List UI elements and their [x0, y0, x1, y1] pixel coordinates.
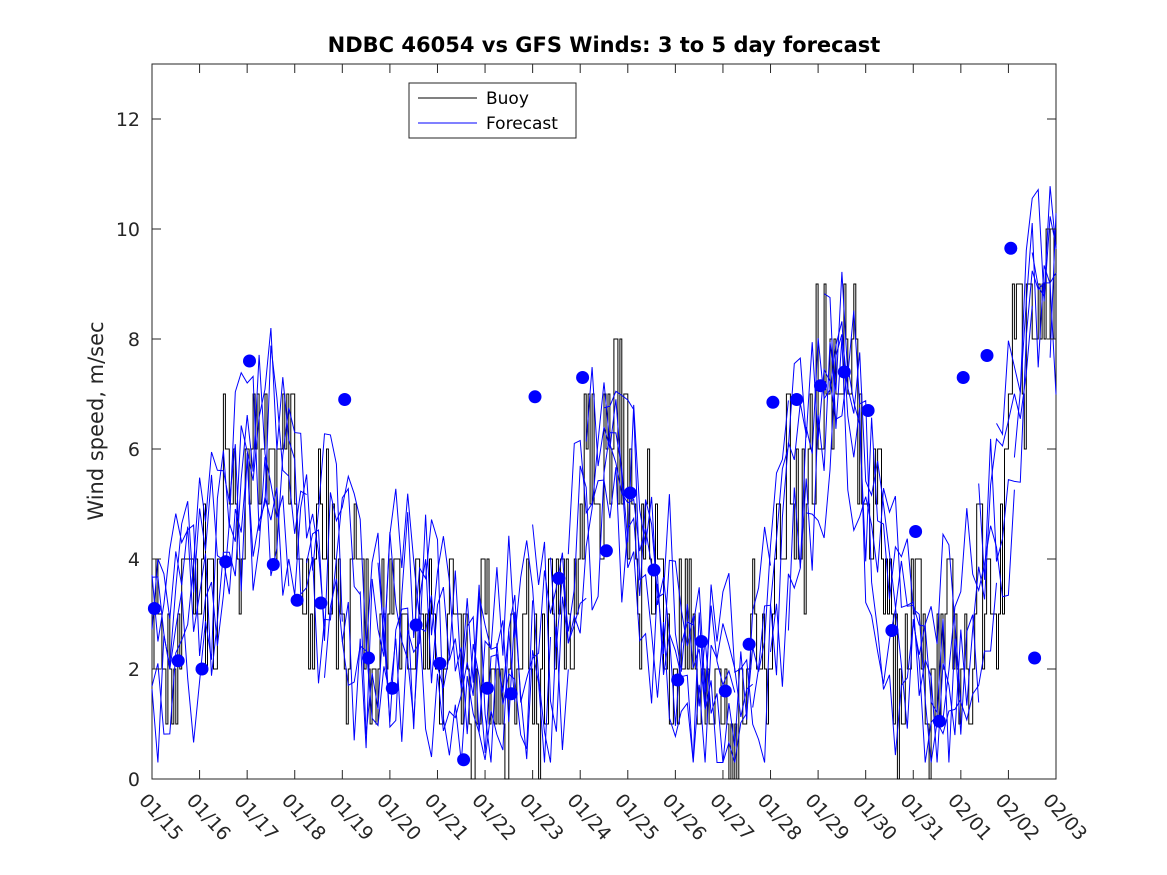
- y-tick-label: 8: [128, 329, 140, 351]
- y-axis-label: Wind speed, m/sec: [84, 321, 108, 520]
- forecast-marker: [362, 651, 375, 665]
- forecast-marker: [885, 624, 899, 637]
- forecast-marker: [1028, 651, 1042, 665]
- legend-box: [408, 82, 577, 139]
- forecast-marker: [528, 390, 542, 404]
- y-tick-label: 4: [128, 549, 140, 571]
- forecast-marker: [219, 555, 233, 569]
- forecast-markers: [147, 241, 1042, 767]
- forecast-marker: [457, 753, 471, 767]
- forecast-marker: [837, 365, 851, 379]
- forecast-marker: [1004, 241, 1018, 255]
- forecast-series: [151, 186, 1057, 763]
- forecast-marker: [171, 654, 185, 668]
- forecast-marker: [433, 657, 447, 670]
- forecast-marker: [980, 349, 994, 362]
- legend-label-forecast: Forecast: [486, 114, 558, 134]
- y-tick-label: 12: [116, 109, 140, 131]
- forecast-marker: [623, 486, 637, 500]
- forecast-marker: [385, 681, 399, 695]
- forecast-marker: [742, 637, 756, 651]
- forecast-marker: [861, 404, 875, 417]
- forecast-run-line: [151, 188, 1057, 763]
- forecast-marker: [409, 618, 423, 632]
- forecast-marker: [266, 558, 280, 571]
- forecast-marker: [290, 593, 304, 607]
- forecast-marker: [766, 395, 780, 409]
- forecast-marker: [552, 571, 566, 585]
- forecast-marker: [195, 662, 209, 676]
- forecast-marker: [671, 673, 685, 687]
- legend: Buoy Forecast: [408, 82, 577, 139]
- forecast-marker: [243, 354, 256, 368]
- forecast-marker: [695, 635, 708, 648]
- forecast-marker: [909, 525, 923, 538]
- y-tick-label: 2: [128, 659, 140, 681]
- forecast-marker: [932, 714, 946, 728]
- forecast-marker: [480, 681, 494, 695]
- forecast-marker: [314, 596, 328, 610]
- chart-title: NDBC 46054 vs GFS Winds: 3 to 5 day fore…: [328, 33, 881, 57]
- forecast-marker: [814, 379, 827, 393]
- forecast-run-line: [151, 186, 1057, 763]
- buoy-line: [152, 228, 1057, 780]
- forecast-marker: [504, 687, 518, 701]
- buoy-series: [152, 228, 1057, 780]
- legend-label-buoy: Buoy: [486, 89, 529, 109]
- forecast-marker: [599, 544, 613, 558]
- y-tick-label: 10: [116, 219, 140, 241]
- plot-area: [147, 63, 1057, 780]
- forecast-marker: [718, 684, 732, 698]
- forecast-marker: [790, 393, 804, 406]
- forecast-run-line: [151, 222, 1057, 763]
- forecast-marker: [338, 393, 352, 406]
- forecast-marker: [956, 371, 970, 384]
- forecast-marker: [147, 602, 161, 615]
- forecast-marker: [576, 371, 590, 384]
- y-axis: 0 2 4 6 8 10 12: [116, 109, 1056, 791]
- forecast-marker: [647, 563, 661, 577]
- forecast-run-line: [151, 270, 1057, 763]
- y-tick-label: 0: [128, 769, 140, 791]
- y-tick-label: 6: [128, 439, 140, 461]
